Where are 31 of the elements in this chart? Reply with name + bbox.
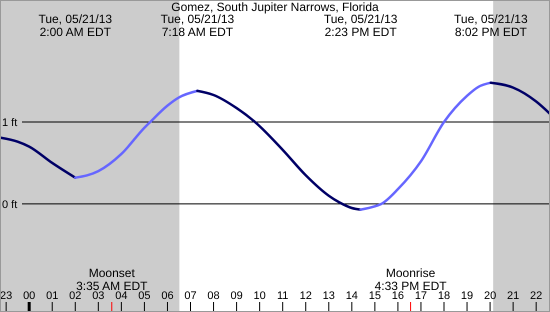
x-tick-label: 22 xyxy=(530,290,542,302)
chart-title: Gomez, South Jupiter Narrows, Florida xyxy=(171,0,380,14)
annotation: Tue, 05/21/13 2:23 PM EDT xyxy=(324,12,398,39)
x-tick-label: 16 xyxy=(392,290,404,302)
x-tick-label: 13 xyxy=(322,290,335,302)
x-tick-label: 02 xyxy=(69,290,82,302)
x-tick-label: 18 xyxy=(438,290,450,302)
x-tick-label: 23 xyxy=(0,290,12,302)
annotation: Tue, 05/21/13 2:00 AM EDT xyxy=(38,12,112,39)
x-tick-label: 04 xyxy=(115,290,128,302)
x-tick-label: 20 xyxy=(484,290,496,302)
x-tick-label: 00 xyxy=(23,290,36,302)
x-tick-label: 08 xyxy=(207,290,220,302)
y-tick-label: 0 ft xyxy=(2,198,18,211)
x-tick-label: 05 xyxy=(138,290,151,302)
x-tick-label: 12 xyxy=(300,290,312,302)
x-tick-label: 11 xyxy=(276,290,288,302)
x-tick-label: 19 xyxy=(460,290,474,302)
annotation: Tue, 05/21/13 8:02 PM EDT xyxy=(454,12,528,39)
x-tick-label: 09 xyxy=(230,290,243,302)
y-tick-label: 1 ft xyxy=(2,117,18,130)
x-tick-label: 10 xyxy=(254,290,266,302)
x-tick-label: 03 xyxy=(92,290,104,302)
x-tick-label: 14 xyxy=(346,290,358,302)
x-tick-label: 15 xyxy=(368,290,381,302)
x-tick-label: 01 xyxy=(46,290,58,302)
x-tick-label: 06 xyxy=(161,290,174,302)
x-tick-label: 17 xyxy=(414,290,428,302)
x-tick-label: 07 xyxy=(184,290,197,302)
annotation: Tue, 05/21/13 7:18 AM EDT xyxy=(160,12,235,39)
x-tick-label: 21 xyxy=(507,290,520,302)
